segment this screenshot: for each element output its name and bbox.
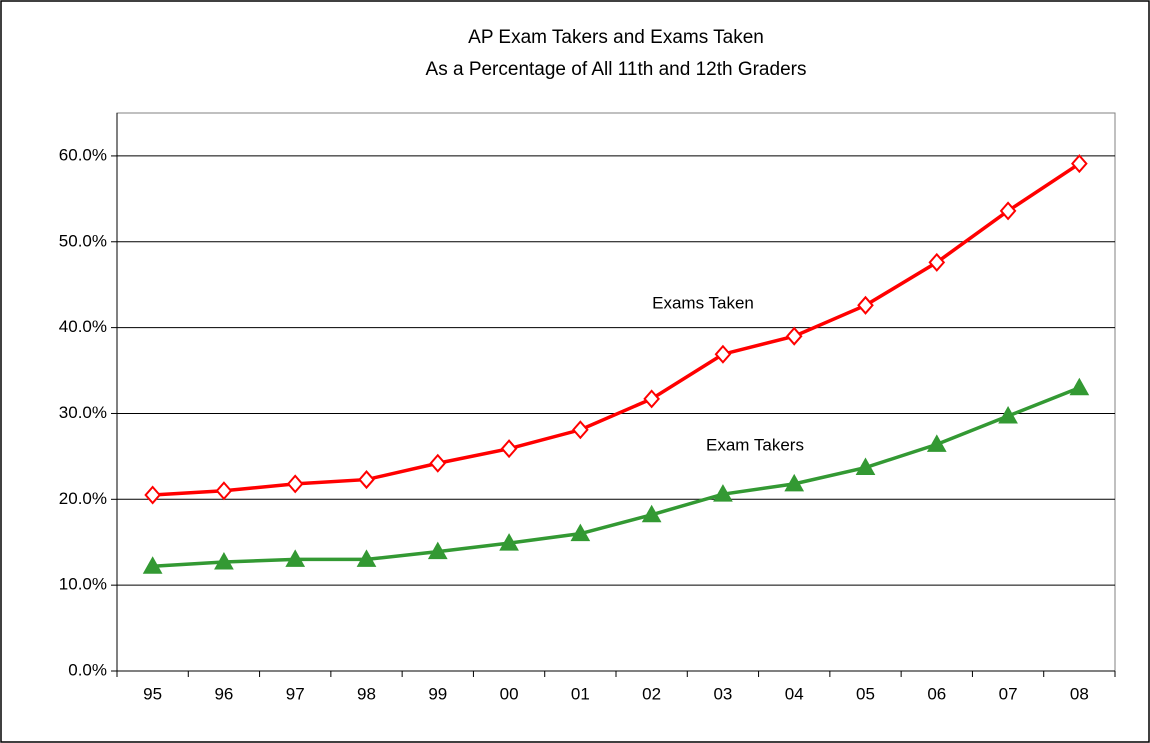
point-marker bbox=[855, 457, 876, 476]
y-tick-label: 20.0% bbox=[59, 489, 107, 508]
x-tick-label: 96 bbox=[214, 684, 233, 703]
y-tick-label: 60.0% bbox=[59, 145, 107, 164]
x-tick-label: 99 bbox=[428, 684, 447, 703]
point-marker bbox=[1071, 154, 1088, 174]
y-tick-label: 0.0% bbox=[68, 660, 107, 679]
series-line bbox=[152, 386, 1081, 569]
x-tick-label: 97 bbox=[286, 684, 305, 703]
point-marker bbox=[427, 541, 448, 560]
point-marker bbox=[429, 453, 447, 473]
x-tick-label: 01 bbox=[571, 684, 590, 703]
y-tick-label: 50.0% bbox=[59, 231, 107, 250]
point-marker bbox=[144, 485, 161, 505]
point-marker bbox=[286, 474, 304, 494]
point-marker bbox=[500, 439, 518, 459]
x-tick-label: 98 bbox=[357, 684, 376, 703]
x-tick-label: 95 bbox=[143, 684, 162, 703]
point-marker bbox=[857, 295, 874, 315]
series-label: Exams Taken bbox=[652, 293, 754, 312]
x-tick-label: 07 bbox=[999, 684, 1018, 703]
point-marker bbox=[785, 326, 803, 346]
point-marker bbox=[356, 549, 377, 567]
point-marker bbox=[714, 344, 732, 364]
plot-area bbox=[116, 112, 1116, 672]
point-marker bbox=[285, 549, 306, 567]
point-marker bbox=[998, 406, 1018, 424]
x-tick-label: 06 bbox=[927, 684, 946, 703]
point-marker bbox=[713, 484, 733, 502]
x-tick-label: 04 bbox=[785, 684, 804, 703]
point-marker bbox=[999, 201, 1017, 221]
point-marker bbox=[499, 533, 519, 551]
point-marker bbox=[784, 473, 805, 492]
point-marker bbox=[142, 556, 163, 574]
x-tick-label: 00 bbox=[500, 684, 519, 703]
point-marker bbox=[928, 252, 946, 272]
point-marker bbox=[358, 470, 375, 490]
point-marker bbox=[643, 389, 660, 409]
y-tick-label: 30.0% bbox=[59, 403, 107, 422]
point-marker bbox=[214, 551, 234, 570]
chart-subtitle: As a Percentage of All 11th and 12th Gra… bbox=[426, 59, 807, 80]
x-tick-label: 02 bbox=[642, 684, 661, 703]
y-tick-label: 10.0% bbox=[59, 575, 107, 594]
point-marker bbox=[572, 420, 589, 440]
y-tick-label: 40.0% bbox=[59, 317, 107, 336]
point-marker bbox=[926, 434, 947, 452]
x-tick-label: 03 bbox=[713, 684, 732, 703]
point-marker bbox=[215, 481, 233, 501]
series-label: Exam Takers bbox=[706, 435, 804, 454]
x-tick-label: 05 bbox=[856, 684, 875, 703]
x-tick-label: 08 bbox=[1070, 684, 1089, 703]
point-marker bbox=[570, 523, 591, 542]
series-line bbox=[152, 162, 1081, 497]
chart-title: AP Exam Takers and Exams Taken bbox=[468, 27, 764, 48]
point-marker bbox=[1069, 377, 1090, 396]
point-marker bbox=[641, 504, 662, 523]
